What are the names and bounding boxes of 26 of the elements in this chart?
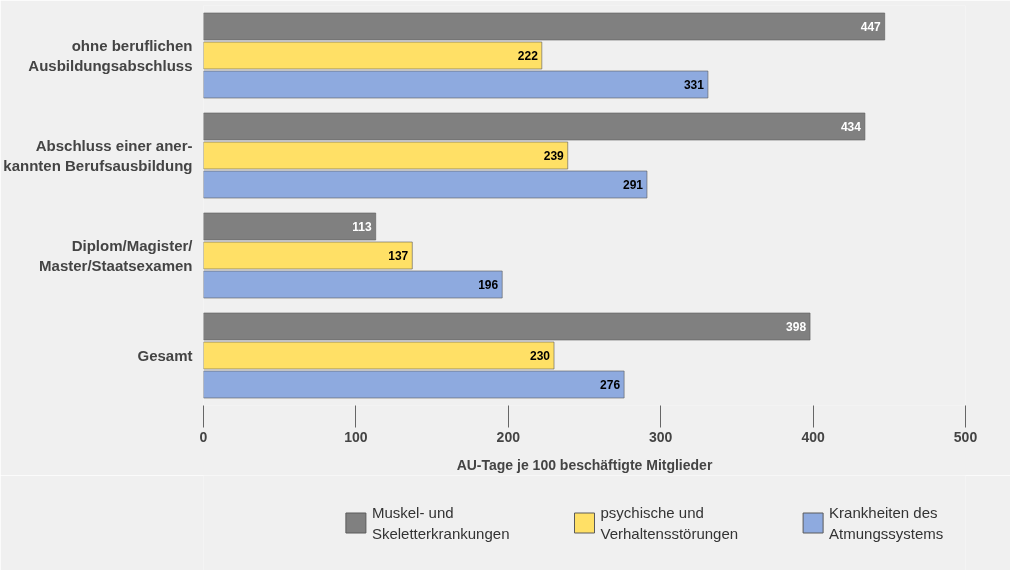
data-label: 137 xyxy=(388,249,409,263)
data-label: 291 xyxy=(622,178,644,192)
data-label: 398 xyxy=(786,320,807,334)
data-label: 196 xyxy=(478,278,499,292)
y-tick-label: ohne beruflichen Ausbildungsabschluss xyxy=(28,36,193,75)
data-label: 113 xyxy=(352,220,373,234)
x-tick-label: 300 xyxy=(649,428,673,445)
data-label: 239 xyxy=(543,149,565,163)
data-label: 230 xyxy=(530,349,551,363)
x-tick-label: 500 xyxy=(953,428,978,445)
legend-label: psychische und Verhaltensstörungen xyxy=(600,504,739,542)
y-tick-label: Gesamt xyxy=(137,347,193,364)
legend-label: Krankheiten des Atmungssystems xyxy=(829,504,944,542)
x-axis-title: AU-Tage je 100 beschäftigte Mitglieder xyxy=(456,456,713,473)
x-tick-label: 100 xyxy=(344,428,368,445)
data-label: 447 xyxy=(860,20,882,34)
y-tick-label: Abschluss einer aner- kannten Berufsausbildung xyxy=(3,136,193,175)
x-tick-label: 200 xyxy=(496,428,521,445)
data-label: 331 xyxy=(683,78,705,92)
data-label: 434 xyxy=(840,120,862,134)
x-tick-label: 0 xyxy=(199,428,208,445)
data-label: 222 xyxy=(517,49,539,63)
data-label: 276 xyxy=(600,378,621,392)
y-tick-label: Diplom/Magister/ Master/Staatsexamen xyxy=(39,236,194,275)
x-tick-label: 400 xyxy=(801,428,825,445)
legend-label: Muskel- und Skeletterkrankungen xyxy=(371,504,510,542)
